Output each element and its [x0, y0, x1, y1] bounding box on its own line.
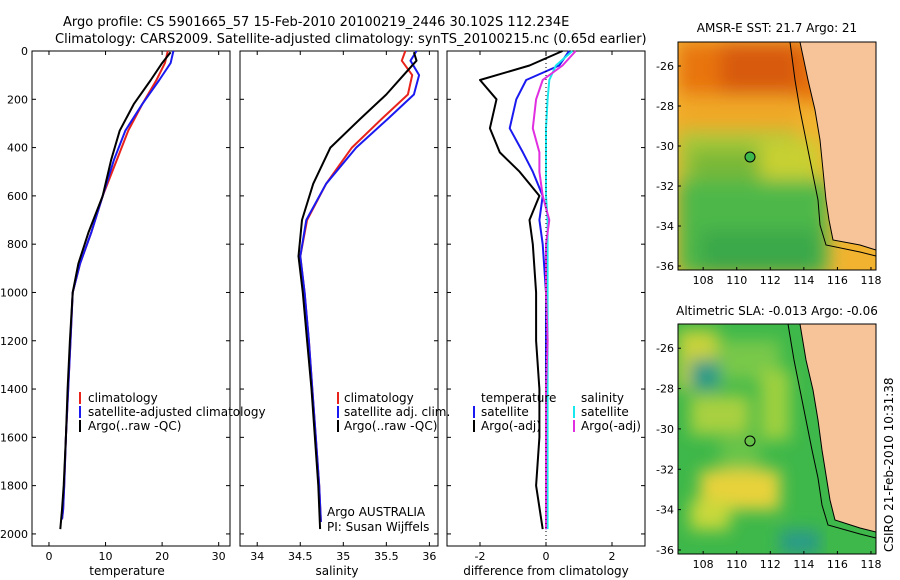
map-y-tick-label: -32: [656, 463, 674, 476]
map-x-tick-label: 114: [793, 558, 814, 571]
x-tick-label: 2: [609, 550, 616, 563]
series-line-climatology: [61, 50, 169, 520]
map-y-tick-label: -36: [656, 260, 674, 273]
map-y-tick-label: -36: [656, 544, 674, 557]
x-tick-label: 0: [45, 550, 52, 563]
x-tick-label: 36: [422, 550, 436, 563]
legend-label: satellite: [481, 405, 529, 419]
y-tick-label: 2000: [0, 528, 28, 541]
series-line-salinity-satellite: [545, 50, 574, 530]
y-tick-label: 200: [7, 93, 28, 106]
x-tick-label: 34.5: [288, 550, 313, 563]
series-line-salinity-argo-adj-: [531, 50, 577, 530]
land-mass: [800, 324, 876, 532]
x-tick-label: -2: [475, 550, 486, 563]
y-tick-label: 1600: [0, 431, 28, 444]
argo-program-label: Argo AUSTRALIA: [327, 505, 426, 519]
map-x-tick-label: 114: [793, 274, 814, 287]
coastline: [799, 42, 876, 251]
y-tick-label: 600: [7, 190, 28, 203]
x-tick-label: 35.5: [374, 550, 399, 563]
map-x-tick-label: 110: [726, 274, 747, 287]
series-line-argo-raw-qc-: [297, 51, 418, 530]
y-tick-label: 1800: [0, 480, 28, 493]
temperature-axes-frame: [31, 50, 231, 547]
legend-label: satellite-adjusted climatology: [88, 405, 266, 419]
legend-label: Argo(..raw -QC): [88, 419, 181, 433]
series-line-argo-raw-qc-: [59, 51, 172, 530]
y-tick-label: 0: [21, 45, 28, 58]
sst-map-image: [678, 42, 876, 270]
map-y-tick-label: -28: [656, 100, 674, 113]
x-tick-label: 0: [543, 550, 550, 563]
temperature-xlabel: temperature: [89, 564, 164, 578]
y-tick-label: 400: [7, 142, 28, 155]
legend-label: Argo(..raw -QC): [344, 419, 437, 433]
series-line-temperature-argo-adj-: [479, 50, 563, 530]
x-tick-label: 34: [250, 550, 264, 563]
map-x-tick-label: 110: [726, 558, 747, 571]
coastline: [799, 324, 876, 533]
map-y-tick-label: -26: [656, 342, 674, 355]
axis-ticks: 0 10 20 30020040060080010001200140016001800…: [0, 45, 645, 563]
salinity-xlabel: salinity: [315, 564, 358, 578]
legend-heading-salinity: salinity: [581, 391, 624, 405]
legend-label: Argo(-adj): [581, 419, 641, 433]
x-tick-label: 20: [155, 550, 169, 563]
map-x-tick-label: 116: [827, 274, 848, 287]
land-mass: [800, 42, 876, 250]
map-y-tick-label: -28: [656, 383, 674, 396]
sla-map-image: [678, 324, 876, 554]
profile-lines: [59, 50, 577, 530]
y-tick-label: 1200: [0, 335, 28, 348]
legend-label: satellite: [581, 405, 629, 419]
map-x-tick-label: 118: [860, 558, 881, 571]
map-y-tick-label: -34: [656, 504, 674, 517]
difference-xlabel: difference from climatology: [463, 564, 629, 578]
argo-float-marker: [744, 151, 756, 163]
principal-investigator-label: PI: Susan Wijffels: [327, 520, 429, 534]
sst-map-frame: [677, 41, 877, 271]
map-y-tick-label: -32: [656, 180, 674, 193]
map-y-tick-label: -34: [656, 220, 674, 233]
map-axis-ticks: 108 110 112 114 116 118 -26 -28 -30 -32 -34 -36 108 1…: [656, 60, 881, 571]
series-line-satellite-adjusted-climatology: [61, 50, 175, 520]
csiro-timestamp: CSIRO 21-Feb-2010 10:31:38: [882, 377, 896, 552]
temperature-legend: climatology satellite-adjusted climatolo…: [79, 391, 266, 433]
legend-label: Argo(-adj): [481, 419, 541, 433]
legend-heading-temperature: temperature: [481, 391, 556, 405]
sla-map-title: Altimetric SLA: -0.013 Argo: -0.06: [676, 304, 878, 318]
difference-legend: temperature satellite Argo(-adj) salinit…: [473, 391, 641, 433]
series-line-satellite-adj-clim-: [299, 50, 421, 522]
y-tick-label: 800: [7, 238, 28, 251]
x-tick-label: 10: [99, 550, 113, 563]
header-title: Argo profile: CS 5901665_57 15-Feb-2010 …: [63, 15, 569, 30]
y-tick-label: 1000: [0, 286, 28, 299]
series-line-temperature-satellite: [508, 50, 570, 530]
x-tick-label: 35: [336, 550, 350, 563]
bathymetry-contour: [789, 42, 876, 257]
salinity-legend: climatology satellite adj. clim. Argo(..…: [327, 391, 450, 534]
sla-map-frame: [677, 323, 877, 555]
map-x-tick-label: 108: [693, 558, 714, 571]
map-x-tick-label: 116: [827, 558, 848, 571]
map-x-tick-label: 112: [760, 558, 781, 571]
legend-label: climatology: [344, 391, 414, 405]
y-tick-label: 1400: [0, 383, 28, 396]
sst-map-title: AMSR-E SST: 21.7 Argo: 21: [697, 21, 857, 35]
map-x-tick-label: 108: [693, 274, 714, 287]
legend-label: climatology: [88, 391, 158, 405]
map-x-tick-label: 118: [860, 274, 881, 287]
header-subtitle: Climatology: CARS2009. Satellite-adjuste…: [55, 32, 647, 47]
legend-label: satellite adj. clim.: [344, 405, 450, 419]
argo-float-marker: [744, 435, 756, 447]
map-y-tick-label: -30: [656, 423, 674, 436]
salinity-axes-frame: [239, 50, 439, 547]
map-x-tick-label: 112: [760, 274, 781, 287]
map-y-tick-label: -30: [656, 140, 674, 153]
x-tick-label: 30: [212, 550, 226, 563]
map-y-tick-label: -26: [656, 60, 674, 73]
bathymetry-contour: [787, 324, 876, 539]
